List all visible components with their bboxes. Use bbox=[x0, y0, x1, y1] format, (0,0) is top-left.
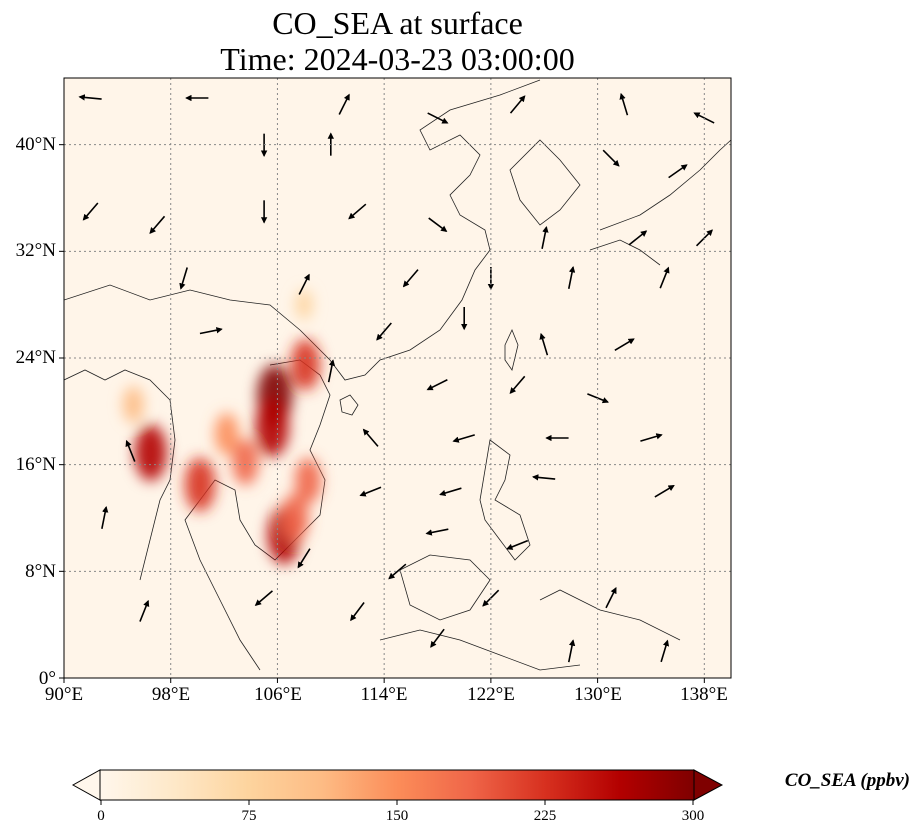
colorbar-extend-max bbox=[693, 769, 724, 801]
wind-arrow bbox=[640, 433, 663, 442]
wind-arrow bbox=[428, 217, 448, 233]
co-hotspot bbox=[280, 493, 309, 543]
wind-arrow bbox=[297, 548, 311, 569]
x-tick-label: 106°E bbox=[254, 684, 302, 705]
wind-arrow bbox=[426, 379, 448, 391]
wind-arrow bbox=[628, 230, 648, 246]
wind-arrow bbox=[539, 332, 549, 356]
wind-arrow bbox=[605, 587, 617, 609]
wind-arrow bbox=[350, 602, 365, 622]
map-title: CO_SEA at surface bbox=[272, 5, 523, 41]
co-hotspot bbox=[232, 439, 259, 485]
colorbar-tick-label: 300 bbox=[681, 808, 705, 824]
y-tick-label: 32°N bbox=[15, 240, 56, 261]
x-tick-label: 130°E bbox=[574, 684, 622, 705]
wind-arrow bbox=[509, 375, 526, 394]
y-tick-label: 40°N bbox=[15, 134, 56, 155]
y-tick-label: 0° bbox=[38, 668, 56, 689]
co-hotspot bbox=[214, 413, 239, 455]
y-tick-label: 24°N bbox=[15, 347, 56, 368]
wind-arrow bbox=[654, 484, 675, 498]
wind-arrow bbox=[139, 599, 150, 622]
wind-arrow bbox=[567, 265, 576, 289]
colorbar-body bbox=[99, 769, 695, 801]
colorbar-extend-min bbox=[71, 769, 101, 801]
wind-arrow bbox=[327, 359, 336, 383]
y-tick-label: 8°N bbox=[25, 561, 56, 582]
wind-arrow bbox=[619, 92, 629, 116]
wind-arrow bbox=[614, 338, 635, 352]
wind-arrow bbox=[439, 487, 462, 497]
axis-ticks bbox=[59, 144, 705, 683]
wind-arrow bbox=[425, 528, 449, 536]
wind-vector-layer bbox=[78, 92, 715, 663]
colorbar-tick-label: 0 bbox=[97, 808, 105, 824]
wind-arrow bbox=[376, 322, 392, 341]
co-hotspot bbox=[255, 397, 289, 457]
wind-arrow bbox=[101, 505, 109, 529]
wind-arrow bbox=[359, 486, 382, 497]
wind-arrow bbox=[602, 149, 620, 167]
y-tick-label: 16°N bbox=[15, 454, 56, 475]
x-tick-label: 114°E bbox=[360, 684, 408, 705]
wind-arrow bbox=[199, 327, 223, 335]
wind-arrow bbox=[532, 474, 556, 481]
wind-arrow bbox=[660, 639, 670, 663]
colorbar-tick-label: 150 bbox=[385, 808, 409, 824]
wind-arrow bbox=[509, 95, 526, 114]
map-plot bbox=[59, 77, 732, 683]
wind-arrow bbox=[452, 434, 475, 443]
wind-arrow bbox=[125, 439, 136, 462]
co-hotspot bbox=[122, 386, 144, 424]
wind-arrow bbox=[541, 225, 549, 249]
wind-arrow bbox=[506, 539, 529, 550]
colorbar-label: CO_SEA (ppbv) bbox=[784, 770, 910, 791]
wind-arrow bbox=[149, 215, 166, 234]
co-hotspot bbox=[184, 457, 216, 512]
wind-arrow bbox=[348, 203, 367, 220]
colorbar-tick-label: 75 bbox=[241, 808, 257, 824]
gridlines bbox=[64, 78, 731, 678]
x-tick-label: 90°E bbox=[44, 684, 84, 705]
wind-arrow bbox=[668, 164, 688, 179]
map-subtitle-time: Time: 2024-03-23 03:00:00 bbox=[220, 41, 575, 77]
wind-arrow bbox=[362, 428, 379, 447]
plot-background bbox=[64, 78, 731, 678]
colorbar-ticks bbox=[100, 800, 694, 805]
x-tick-label: 98°E bbox=[151, 684, 191, 705]
wind-arrow bbox=[402, 269, 419, 288]
wind-arrow bbox=[82, 202, 99, 221]
wind-arrow bbox=[179, 267, 188, 290]
wind-arrow bbox=[388, 563, 407, 580]
x-tick-label: 138°E bbox=[680, 684, 728, 705]
wind-arrow bbox=[430, 628, 445, 648]
co-hotspot bbox=[295, 289, 313, 320]
co-hotspot bbox=[290, 339, 321, 391]
wind-arrow bbox=[338, 93, 350, 115]
wind-arrow bbox=[567, 639, 576, 663]
wind-arrow bbox=[659, 266, 670, 289]
wind-arrow bbox=[298, 273, 310, 295]
wind-arrow bbox=[78, 94, 102, 101]
colorbar-tick-label: 225 bbox=[533, 808, 557, 824]
co-hotspot bbox=[295, 457, 322, 504]
x-tick-label: 122°E bbox=[467, 684, 515, 705]
co-hotspot bbox=[134, 424, 167, 481]
wind-arrow bbox=[254, 590, 273, 606]
wind-arrow bbox=[427, 112, 449, 124]
co-hotspots-layer bbox=[122, 289, 322, 565]
plot-frame bbox=[63, 77, 732, 679]
